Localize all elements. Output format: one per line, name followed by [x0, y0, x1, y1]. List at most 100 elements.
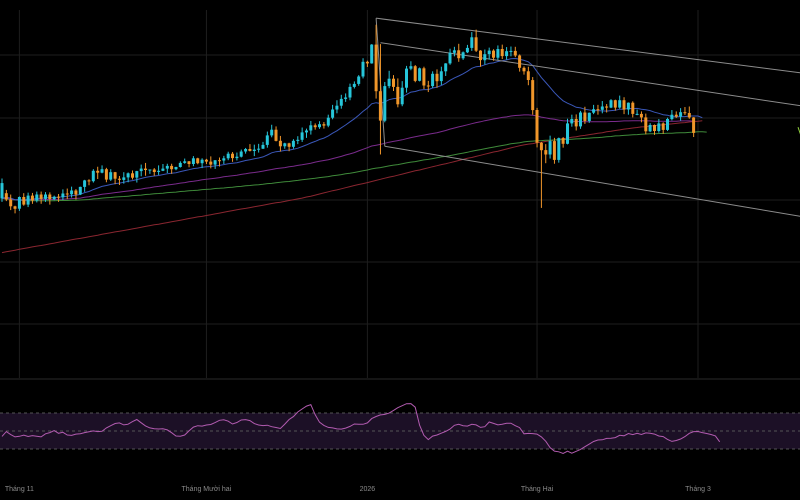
candle-body [605, 106, 609, 108]
candle-body [135, 171, 139, 178]
candle-body [283, 143, 287, 147]
candle-body [457, 50, 461, 59]
candle-body [609, 100, 613, 108]
candle-body [618, 100, 622, 108]
candle-body [335, 105, 339, 110]
candle-body [13, 206, 17, 209]
candle-body [305, 130, 308, 133]
candle-body [300, 132, 304, 140]
candle-body [522, 67, 526, 72]
candle-body [526, 71, 530, 80]
candle-body [357, 76, 361, 84]
candle-body [566, 123, 569, 144]
candle-body [113, 172, 117, 179]
candle-body [344, 97, 348, 99]
candle-body [161, 168, 165, 171]
candle-body [22, 197, 26, 205]
candle-body [83, 180, 87, 187]
candle-body [470, 37, 474, 48]
candle-body [409, 66, 413, 69]
candle-body [70, 190, 74, 195]
candle-body [187, 161, 191, 164]
candlesticks [0, 24, 696, 214]
candle-body [483, 54, 487, 61]
candle-body [291, 140, 295, 147]
candle-body [396, 86, 400, 105]
candle-body [583, 112, 587, 121]
candle-body [318, 124, 321, 128]
candle-body [17, 197, 21, 209]
candle-body [622, 100, 626, 110]
candle-body [635, 113, 639, 115]
candle-body [30, 195, 34, 201]
candle-body [257, 148, 261, 150]
candle-body [35, 194, 39, 201]
candle-body [244, 149, 248, 152]
candle-body [87, 180, 91, 182]
candle-body [687, 113, 691, 118]
candle-body [270, 129, 274, 136]
candle-body [679, 112, 683, 117]
candle-body [448, 52, 452, 64]
candle-body [39, 194, 43, 199]
candle-body [65, 193, 69, 195]
candle-body [653, 125, 656, 131]
channel-lower-line [384, 145, 800, 217]
candle-body [174, 167, 178, 170]
candle-body [222, 158, 226, 161]
candle-body [309, 125, 313, 131]
candle-body [661, 123, 665, 130]
candle-body [387, 78, 391, 87]
candle-body [509, 50, 513, 52]
candle-body [44, 194, 47, 199]
candle-body [126, 173, 130, 178]
candle-body [104, 169, 108, 180]
candle-body [518, 55, 522, 68]
candle-body [91, 170, 95, 182]
candle-body [287, 143, 291, 147]
candle-body [539, 142, 543, 151]
candle-body [513, 50, 517, 56]
candle-body [339, 98, 343, 106]
x-tick-label: 2026 [360, 486, 376, 493]
channel-upper-line [376, 17, 800, 74]
moving-averages [1, 57, 707, 254]
candle-body [644, 117, 648, 132]
candle-body [4, 193, 8, 200]
candle-body [557, 138, 561, 160]
candle-body [405, 68, 408, 88]
candle-body [265, 135, 269, 145]
candle-body [226, 153, 230, 159]
candle-body [61, 193, 65, 198]
candle-body [165, 165, 169, 169]
candle-body [144, 168, 147, 170]
candle-body [213, 160, 217, 165]
candle-body [574, 119, 578, 127]
x-tick-label: Tháng 3 [685, 486, 711, 493]
candle-body [131, 173, 134, 178]
candle-body [496, 49, 500, 58]
candle-body [596, 109, 600, 111]
candle-body [0, 183, 4, 199]
candle-body [422, 68, 426, 86]
candle-body [348, 86, 352, 98]
candle-body [352, 83, 356, 87]
candle-body [418, 68, 422, 81]
candle-body [204, 159, 208, 162]
candle-body [209, 161, 213, 165]
candle-body [487, 50, 491, 55]
candle-body [74, 190, 78, 195]
candle-body [48, 194, 52, 200]
x-tick-label: Tháng 11 [5, 486, 34, 493]
candle-body [170, 165, 174, 170]
candle-body [261, 144, 265, 149]
candle-body [670, 114, 674, 120]
candle-body [117, 178, 121, 180]
candle-body [239, 151, 243, 157]
candle-body [331, 109, 335, 118]
candle-body [592, 109, 596, 113]
candle-body [666, 119, 669, 130]
candle-body [657, 123, 661, 131]
candle-body [439, 71, 443, 82]
